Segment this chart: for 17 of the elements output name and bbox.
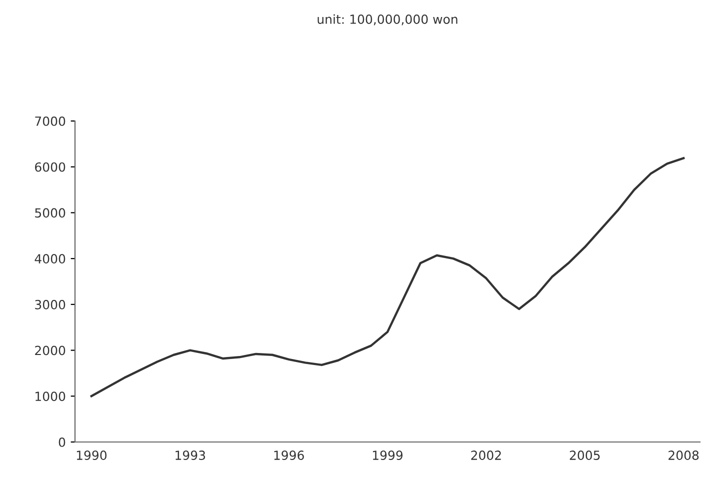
- y-tick-label: 0: [58, 437, 66, 447]
- x-tick-label: 1999: [372, 450, 403, 460]
- y-tick-label: 1000: [36, 392, 66, 402]
- line-series: [90, 157, 685, 398]
- y-tick-label: 6000: [35, 162, 66, 172]
- x-tick-label: 1996: [274, 450, 304, 460]
- x-tick-label: 1990: [76, 450, 107, 460]
- y-tick-label: 5000: [35, 208, 66, 218]
- chart-title: unit: 100,000,000 won: [318, 14, 458, 26]
- x-tick-label: 1993: [176, 450, 206, 460]
- x-tick-label: 2002: [471, 450, 501, 460]
- y-tick-label: 7000: [35, 116, 66, 126]
- y-tick-label: 4000: [34, 254, 66, 264]
- y-tick-label: 2000: [35, 346, 66, 356]
- x-tick-label: 2008: [668, 450, 699, 460]
- x-tick-label: 2005: [570, 450, 600, 460]
- y-tick-label: 3000: [35, 300, 66, 310]
